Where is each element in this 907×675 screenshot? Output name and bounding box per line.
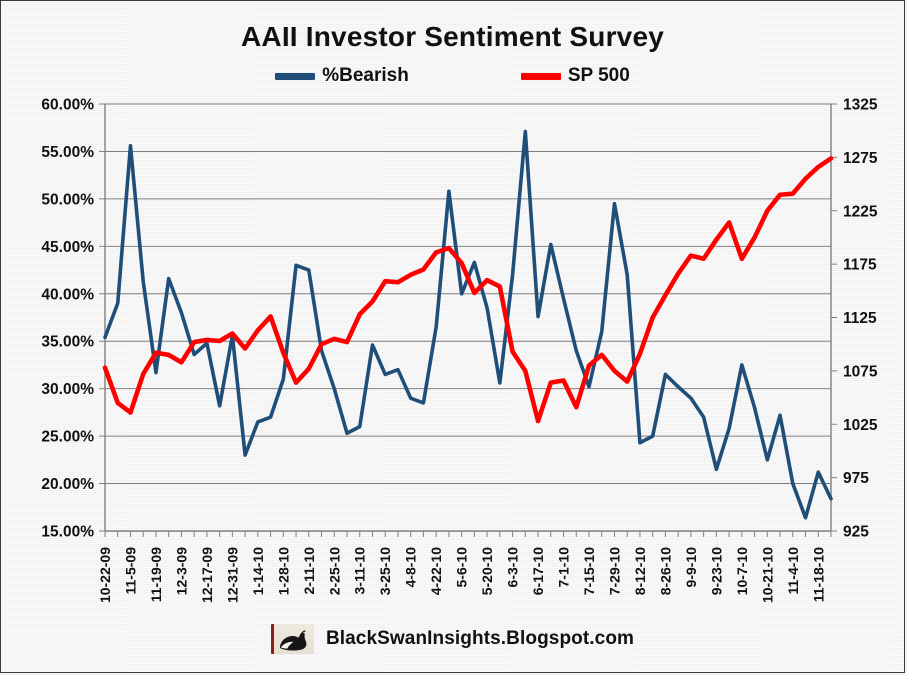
x-axis-tick-label: 7-29-10: [606, 547, 622, 595]
x-axis-tick-label: 3-11-10: [352, 547, 368, 595]
x-axis-tick-label: 9-23-10: [708, 547, 724, 595]
x-axis-tick-label: 5-20-10: [479, 547, 495, 595]
x-axis-tick-label: 1-28-10: [275, 547, 291, 595]
x-axis-tick-label: 10-22-09: [97, 547, 113, 603]
y-axis-right-tick-label: 925: [843, 524, 869, 541]
x-axis-tick-label: 10-21-10: [759, 547, 775, 603]
x-axis-tick-label: 7-15-10: [581, 547, 597, 595]
y-axis-right-tick-label: 975: [843, 470, 869, 487]
x-axis-tick-label: 8-12-10: [632, 547, 648, 595]
y-axis-left-tick-label: 25.00%: [41, 429, 94, 446]
x-axis-tick-label: 4-8-10: [403, 547, 419, 588]
black-swan-logo-icon: [270, 624, 314, 654]
y-axis-right-tick-label: 1075: [843, 363, 878, 380]
page-title: AAII Investor Sentiment Survey: [240, 21, 664, 52]
y-axis-left-tick-label: 30.00%: [41, 381, 94, 398]
x-axis-tick-label: 7-1-10: [556, 547, 572, 588]
y-axis-left-tick-label: 20.00%: [41, 476, 94, 493]
x-axis-tick-label: 4-22-10: [428, 547, 444, 595]
legend-swatch-bearish: [275, 72, 316, 80]
x-axis-tick-label: 6-17-10: [530, 547, 546, 595]
x-axis-tick-label: 5-6-10: [454, 547, 470, 588]
x-axis-tick-label: 1-14-10: [250, 547, 266, 595]
y-axis-left-tick-label: 55.00%: [41, 144, 94, 161]
x-axis-tick-label: 11-19-09: [148, 547, 164, 602]
x-axis-tick-label: 11-18-10: [810, 547, 826, 602]
swan-icon: [279, 630, 307, 651]
x-axis-tick-label: 12-17-09: [199, 547, 215, 603]
x-axis-tick-label: 11-4-10: [785, 547, 801, 595]
y-axis-left-tick-label: 60.00%: [41, 97, 94, 114]
x-axis-tick-label: 12-31-09: [224, 547, 240, 603]
y-axis-left-tick-label: 15.00%: [41, 524, 94, 541]
legend-label-sp500: SP 500: [567, 65, 630, 86]
footer-site-label: BlackSwanInsights.Blogspot.com: [325, 628, 635, 649]
x-axis-tick-label: 6-3-10: [505, 547, 521, 588]
chart-legend: %Bearish SP 500: [1, 65, 904, 87]
y-axis-right-tick-label: 1325: [843, 97, 878, 114]
x-axis-tick-label: 3-25-10: [377, 547, 393, 595]
series-line-sp500: [102, 156, 834, 424]
x-axis-tick-label: 11-5-09: [122, 547, 138, 595]
x-axis-tick-label: 9-9-10: [683, 547, 699, 588]
y-axis-right-tick-label: 1225: [843, 203, 878, 220]
y-axis-right-tick-label: 1275: [843, 150, 878, 167]
y-axis-left-tick-label: 45.00%: [41, 239, 94, 256]
y-axis-left-tick-label: 40.00%: [41, 286, 94, 303]
x-axis-tick-label: 8-26-10: [657, 547, 673, 595]
y-axis-left-tick-label: 35.00%: [41, 334, 94, 351]
x-axis-tick-label: 2-25-10: [326, 547, 342, 595]
series-line-bearish: [103, 129, 833, 520]
legend-swatch-sp500: [520, 72, 561, 80]
chart-footer: BlackSwanInsights.Blogspot.com: [1, 624, 904, 654]
legend-item-sp500: SP 500: [520, 65, 630, 87]
y-axis-right-tick-label: 1025: [843, 417, 878, 434]
x-axis-tick-label: 10-7-10: [734, 547, 750, 595]
legend-label-bearish: %Bearish: [322, 65, 409, 86]
y-axis-right-tick-label: 1175: [843, 257, 877, 274]
legend-item-bearish: %Bearish: [275, 65, 409, 87]
x-axis-tick-label: 2-11-10: [301, 547, 317, 595]
y-axis-right-tick-label: 1125: [843, 310, 877, 327]
y-axis-left-tick-label: 50.00%: [41, 191, 94, 208]
x-axis-tick-label: 12-3-09: [173, 547, 189, 595]
